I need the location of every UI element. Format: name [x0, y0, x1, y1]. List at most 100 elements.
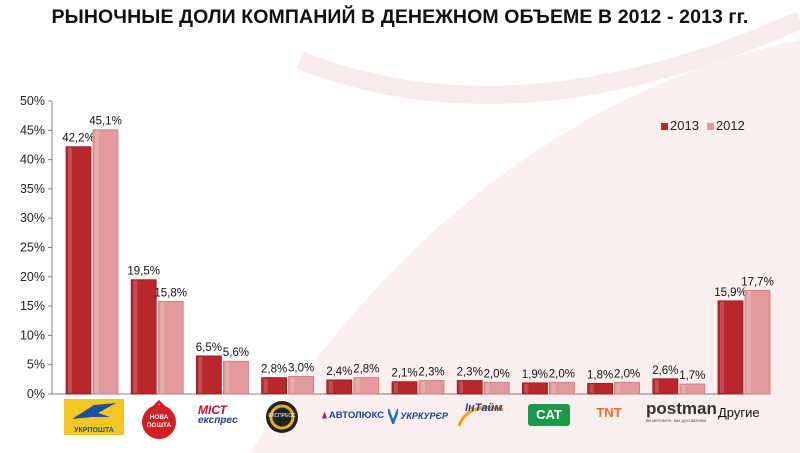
bar-highlight — [421, 381, 425, 393]
bar-2012 — [418, 380, 445, 395]
chart-title: РЫНОЧНЫЕ ДОЛИ КОМПАНИЙ В ДЕНЕЖНОМ ОБЪЕМЕ… — [51, 6, 749, 28]
y-tick-label: 20% — [20, 270, 45, 284]
legend-swatch-2012 — [706, 123, 714, 131]
logo-tnt: TNT — [584, 402, 634, 424]
bar-highlight — [394, 382, 398, 393]
bar-2013 — [522, 382, 548, 395]
bar-highlight — [133, 280, 138, 393]
bar-2012 — [483, 381, 510, 395]
data-label: 3,0% — [288, 362, 314, 374]
bar-2013 — [130, 279, 157, 395]
logo-ukrkurier: УКРКУРЄР — [388, 404, 448, 428]
logo-avtolux: АВТОЛЮКС — [322, 405, 384, 425]
data-label: 1,8% — [587, 369, 613, 381]
postman-label: postman — [646, 399, 717, 418]
data-label: 2,8% — [261, 364, 287, 376]
data-label: 1,9% — [522, 369, 548, 381]
ukrposhta-label: УКРПОШТА — [74, 427, 114, 434]
bar-2012 — [222, 360, 249, 395]
data-label: 2,0% — [614, 368, 640, 380]
ukrkurier-label: УКРКУРЄР — [400, 411, 448, 421]
bar-highlight — [198, 356, 203, 393]
tnt-label: TNT — [596, 405, 622, 420]
bar-2012 — [157, 301, 184, 395]
bar-highlight — [747, 291, 751, 393]
logo-intime: ІнТайм — [455, 400, 509, 430]
bar-2012 — [288, 376, 315, 395]
other-label: Другие — [718, 405, 760, 420]
bar-highlight — [290, 377, 295, 393]
y-tick-label: 40% — [20, 153, 45, 167]
data-label: 2,0% — [549, 368, 575, 380]
nova-poshta-icon — [142, 399, 176, 439]
y-tick-label: 45% — [20, 123, 45, 137]
bar-2013 — [456, 380, 483, 395]
data-label: 2,3% — [418, 367, 444, 379]
bar-highlight — [459, 381, 464, 393]
avtolux-icon — [322, 411, 327, 419]
bar-2012 — [92, 129, 119, 395]
y-tick-label: 35% — [20, 182, 45, 196]
bar-2013 — [65, 146, 92, 395]
data-label: 6,5% — [196, 342, 222, 354]
legend-swatch-2013 — [661, 123, 668, 131]
legend: 2013 2012 — [661, 118, 745, 133]
y-tick-label: 0% — [27, 387, 45, 401]
data-label: 1,7% — [679, 370, 705, 382]
bar-highlight — [328, 380, 333, 393]
nova-poshta-label-1: НОВА — [149, 414, 169, 421]
logo-postman: postman ви мечтаете, мы доставляем — [646, 399, 717, 430]
bar-2012 — [614, 381, 640, 395]
avtolux-label: АВТОЛЮКС — [328, 409, 384, 421]
data-label: 45,1% — [89, 116, 122, 128]
ukrkurier-icon — [388, 408, 399, 424]
bar-2013 — [261, 377, 288, 395]
bar-2013 — [587, 383, 613, 395]
data-label: 17,7% — [741, 276, 774, 288]
mist-label-2: експрес — [198, 415, 238, 426]
data-label: 5,6% — [223, 347, 249, 359]
bar-2013 — [717, 300, 744, 395]
logo-cat: CAT — [528, 404, 570, 426]
bar-highlight — [524, 383, 529, 393]
legend-label-2013: 2013 — [670, 118, 699, 133]
bar-2013 — [326, 379, 353, 395]
intime-label: ІнТайм — [465, 402, 503, 414]
y-tick-label: 30% — [20, 211, 45, 225]
data-label: 15,8% — [154, 287, 187, 299]
bar-highlight — [681, 385, 686, 393]
logo-ukrposhta: УКРПОШТА — [64, 399, 124, 435]
bar-highlight — [616, 383, 621, 393]
bar-highlight — [95, 130, 99, 394]
bar-highlight — [225, 362, 230, 393]
logo-nova-poshta: НОВА ПОШТА — [137, 398, 181, 442]
data-label: 15,9% — [714, 287, 747, 299]
bar-2013 — [652, 378, 679, 395]
bar-2012 — [549, 381, 575, 395]
bar-2013 — [391, 381, 418, 395]
intime-swoosh-icon — [457, 405, 504, 427]
y-tick-label: 15% — [20, 299, 45, 313]
logo-express: ЕКСПРЕСС — [265, 400, 299, 434]
bar-highlight — [654, 379, 659, 393]
legend-item-2013: 2013 — [661, 118, 699, 133]
y-tick-label: 10% — [20, 328, 45, 342]
cat-label: CAT — [536, 407, 562, 422]
bar-highlight — [486, 383, 491, 393]
legend-label-2012: 2012 — [715, 118, 745, 133]
bar-2012 — [679, 383, 706, 395]
bar-highlight — [68, 147, 72, 393]
bar-highlight — [355, 378, 360, 393]
data-label: 2,0% — [484, 368, 510, 380]
data-label: 2,3% — [457, 367, 483, 379]
mist-label-1: МІСТ — [198, 403, 227, 417]
y-tick-label: 5% — [27, 358, 45, 372]
y-tick-label: 25% — [20, 241, 45, 255]
bar-2012 — [744, 289, 771, 395]
data-label: 19,5% — [127, 266, 160, 278]
bar-2012 — [353, 377, 380, 395]
data-label: 2,1% — [391, 368, 417, 380]
postman-sub-label: ви мечтаете, мы доставляем — [646, 418, 707, 423]
